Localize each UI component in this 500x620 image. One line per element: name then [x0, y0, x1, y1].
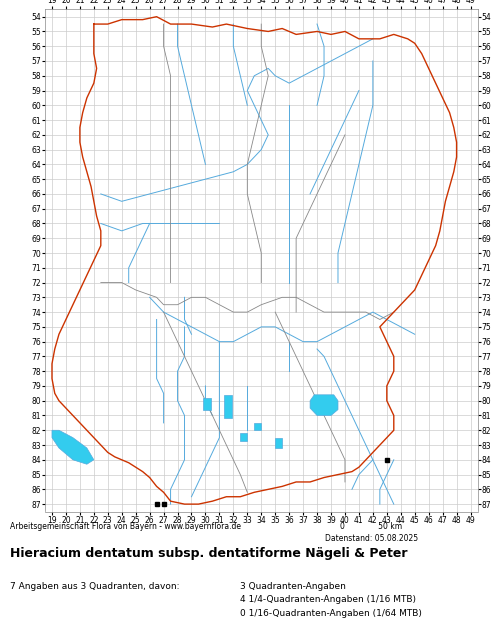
Polygon shape — [224, 395, 232, 418]
Text: 7 Angaben aus 3 Quadranten, davon:: 7 Angaben aus 3 Quadranten, davon: — [10, 582, 179, 591]
Polygon shape — [202, 398, 211, 410]
Polygon shape — [310, 395, 338, 415]
Polygon shape — [275, 438, 282, 448]
Polygon shape — [52, 430, 94, 464]
Text: Hieracium dentatum subsp. dentatiforme Nägeli & Peter: Hieracium dentatum subsp. dentatiforme N… — [10, 547, 407, 560]
Text: Arbeitsgemeinschaft Flora von Bayern - www.bayernflora.de: Arbeitsgemeinschaft Flora von Bayern - w… — [10, 522, 241, 531]
Polygon shape — [240, 433, 248, 441]
Text: Datenstand: 05.08.2025: Datenstand: 05.08.2025 — [325, 534, 418, 544]
Polygon shape — [254, 423, 261, 430]
Text: 0 1/16-Quadranten-Angaben (1/64 MTB): 0 1/16-Quadranten-Angaben (1/64 MTB) — [240, 609, 422, 618]
Text: 3 Quadranten-Angaben: 3 Quadranten-Angaben — [240, 582, 346, 591]
Text: 0              50 km: 0 50 km — [340, 522, 402, 531]
Text: 4 1/4-Quadranten-Angaben (1/16 MTB): 4 1/4-Quadranten-Angaben (1/16 MTB) — [240, 595, 416, 604]
